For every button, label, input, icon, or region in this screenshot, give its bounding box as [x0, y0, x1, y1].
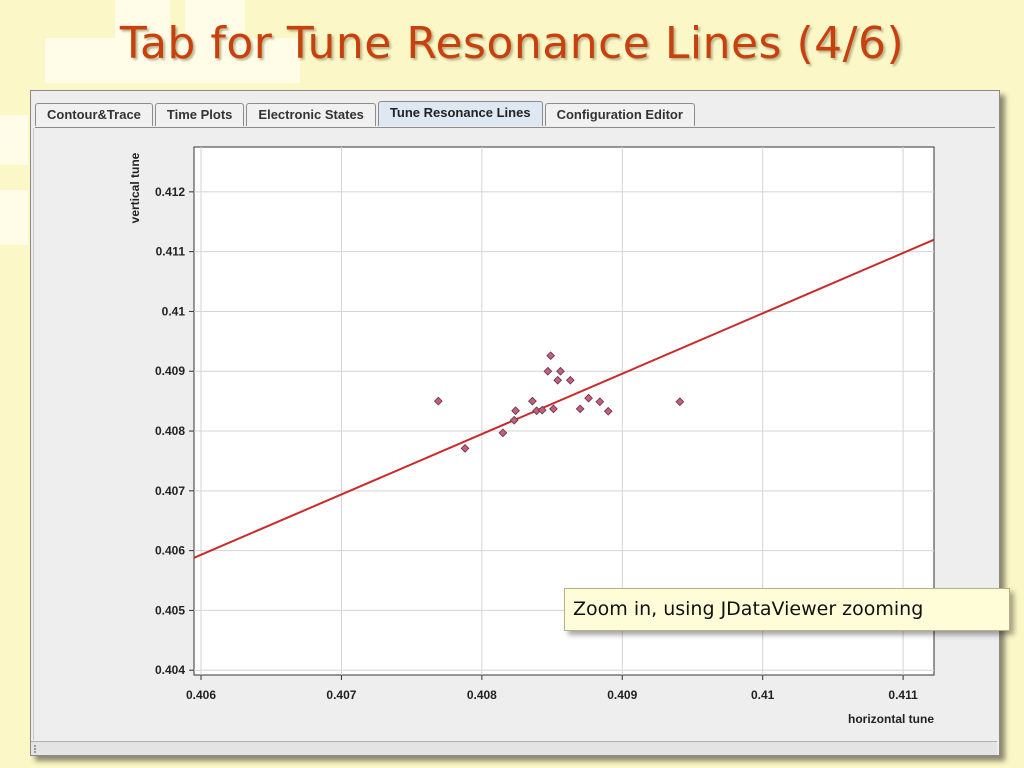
y-axis: 0.404 0.405 0.406 0.407 0.408 0.409 0.41 0.411 0… [155, 185, 194, 677]
y-tick-label: 0.411 [156, 245, 186, 259]
data-point [565, 375, 575, 385]
x-axis: 0.406 0.407 0.408 0.409 0.41 0.411 [186, 675, 918, 702]
y-tick-label: 0.41 [162, 304, 186, 318]
y-tick-label: 0.406 [155, 544, 185, 558]
x-tick-label: 0.409 [607, 688, 637, 702]
x-tick-label: 0.407 [326, 688, 356, 702]
data-points [433, 351, 685, 453]
background-decoration [185, 0, 245, 40]
y-tick-label: 0.405 [155, 603, 185, 617]
slide-title: Tab for Tune Resonance Lines (4/6) [119, 18, 905, 69]
data-point [575, 404, 585, 414]
x-tick-label: 0.41 [751, 688, 775, 702]
background-decoration [115, 0, 170, 40]
y-tick-label: 0.404 [155, 663, 185, 677]
tab-tune-resonance-lines[interactable]: Tune Resonance Lines [377, 101, 543, 126]
tab-contour-trace[interactable]: Contour&Trace [35, 103, 153, 126]
data-point [528, 396, 537, 406]
data-point [433, 396, 443, 406]
data-point [546, 351, 556, 361]
tune-plot[interactable]: 0.406 0.407 0.408 0.409 0.41 0.411 0.404 0.405… [34, 128, 996, 740]
plot-area[interactable] [193, 146, 935, 676]
x-tick-label: 0.411 [888, 688, 918, 702]
data-point [584, 393, 593, 403]
tune-resonance-panel: 0.406 0.407 0.408 0.409 0.41 0.411 0.404 0.405… [33, 128, 996, 740]
data-point [460, 444, 470, 453]
y-axis-label: vertical tune [128, 152, 142, 223]
data-point [537, 405, 547, 415]
data-point [556, 366, 565, 376]
background-decoration [0, 115, 28, 165]
y-tick-label: 0.407 [155, 484, 185, 498]
tab-time-plots[interactable]: Time Plots [154, 103, 245, 126]
resize-grip[interactable] [34, 745, 40, 753]
data-point [549, 404, 558, 414]
data-point [498, 428, 508, 438]
x-tick-label: 0.408 [467, 688, 497, 702]
grid [194, 147, 934, 675]
background-decoration [45, 38, 300, 83]
background-decoration [0, 190, 28, 245]
tab-bar: Contour&Trace Time Plots Electronic Stat… [35, 101, 995, 128]
tab-electronic-states[interactable]: Electronic States [246, 103, 376, 126]
status-bar [31, 741, 997, 755]
y-tick-label: 0.412 [155, 185, 185, 199]
y-tick-label: 0.408 [155, 424, 185, 438]
app-window: Contour&Trace Time Plots Electronic Stat… [30, 90, 1000, 756]
data-point [675, 397, 685, 407]
data-point [595, 397, 605, 407]
zoom-callout: Zoom in, using JDataViewer zooming [564, 588, 1010, 631]
data-point [543, 366, 553, 376]
x-axis-label: horizontal tune [848, 712, 934, 726]
data-point [511, 406, 520, 416]
resonance-line [193, 238, 935, 559]
data-point [509, 415, 519, 425]
y-tick-label: 0.409 [155, 364, 185, 378]
x-tick-label: 0.406 [186, 688, 216, 702]
tab-configuration-editor[interactable]: Configuration Editor [544, 103, 695, 126]
data-point [603, 406, 613, 416]
data-point [553, 375, 563, 385]
